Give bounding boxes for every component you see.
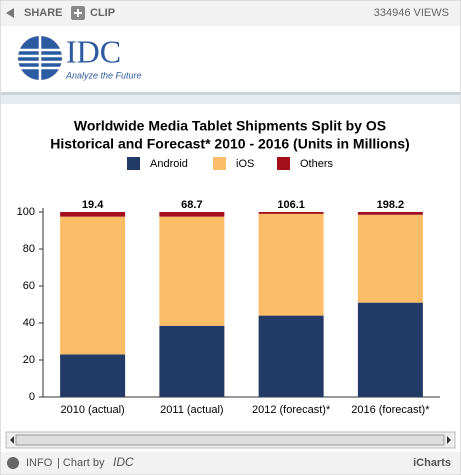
share[interactable]: SHARE <box>24 7 63 19</box>
clip[interactable]: CLIP <box>90 7 115 19</box>
y-tick-label: 20 <box>23 354 35 366</box>
bar-segment <box>357 302 423 397</box>
info[interactable]: INFO <box>26 457 53 469</box>
y-tick-label: 40 <box>23 317 35 329</box>
bar-segment <box>357 214 423 303</box>
legend-label: Others <box>300 158 334 170</box>
chart-by: | Chart by <box>57 457 105 469</box>
x-tick-label: 2011 (actual) <box>160 404 223 416</box>
legend-swatch <box>277 157 290 170</box>
bar-segment <box>258 212 324 214</box>
logo: IDC Analyze the Future <box>18 33 142 80</box>
y-tick-label: 100 <box>17 206 35 218</box>
total-label: 68.7 <box>181 199 202 211</box>
bar-segment <box>357 212 423 215</box>
legend-label: iOS <box>236 158 254 170</box>
info-icon[interactable] <box>7 457 19 469</box>
legend-label: Android <box>150 158 188 170</box>
bar-segment <box>159 212 225 217</box>
divider-line <box>1 92 460 95</box>
logo-tagline: Analyze the Future <box>65 70 142 80</box>
bar-segment <box>60 212 126 217</box>
chart-title: Worldwide Media Tablet Shipments Split b… <box>74 118 386 134</box>
y-tick-label: 60 <box>23 280 35 292</box>
icharts[interactable]: iCharts <box>413 457 451 469</box>
legend-swatch <box>213 157 226 170</box>
bar-segment <box>258 213 324 316</box>
scroll-thumb[interactable] <box>15 434 445 446</box>
bar-segment <box>60 354 126 397</box>
logo-name: IDC <box>66 33 121 69</box>
x-tick-label: 2012 (forecast)* <box>252 404 331 416</box>
total-label: 106.1 <box>277 199 305 211</box>
footer <box>1 452 460 474</box>
bar-segment <box>159 216 225 326</box>
bar-segment <box>159 325 225 397</box>
bar-segment <box>60 216 126 355</box>
x-tick-label: 2016 (forecast)* <box>351 404 430 416</box>
plus <box>74 9 82 17</box>
footer-brand: IDC <box>113 455 134 469</box>
y-tick-label: 0 <box>29 391 35 403</box>
y-tick-label: 80 <box>23 243 35 255</box>
chart-subtitle: Historical and Forecast* 2010 - 2016 (Un… <box>50 136 409 152</box>
views: 334946 VIEWS <box>374 7 449 19</box>
legend-swatch <box>127 157 140 170</box>
x-tick-label: 2010 (actual) <box>61 404 125 416</box>
bar-segment <box>258 315 324 397</box>
share-icon[interactable] <box>6 8 14 18</box>
total-label: 198.2 <box>377 199 405 211</box>
globe-lines <box>18 36 62 80</box>
total-label: 19.4 <box>82 199 104 211</box>
